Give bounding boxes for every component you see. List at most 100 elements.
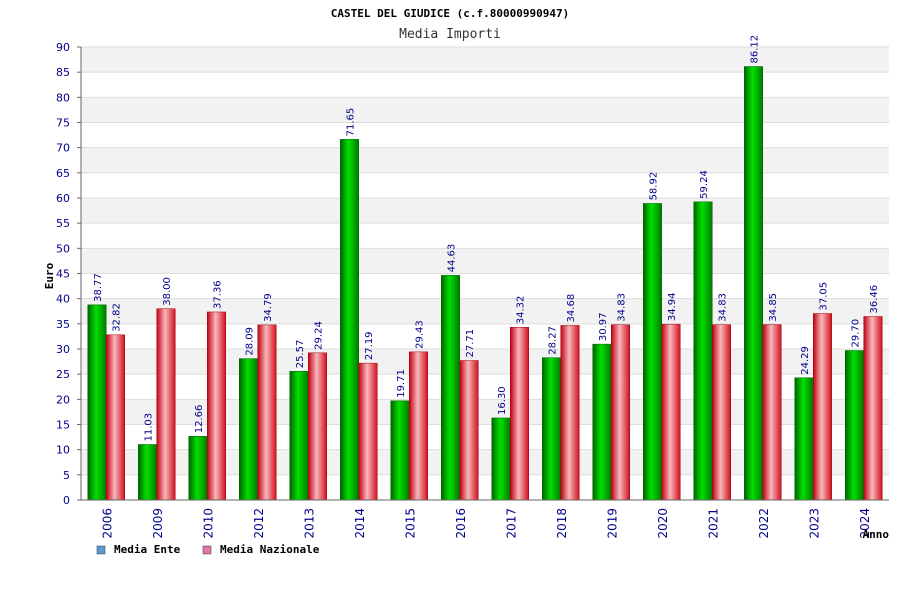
bar-media-ente-2024 [845, 350, 864, 501]
y-tick-label: 85 [56, 66, 70, 79]
x-tick-label: 2022 [757, 508, 771, 539]
y-tick-label: 75 [56, 117, 70, 130]
y-tick-label: 15 [56, 419, 70, 432]
value-label-media-nazionale-2019: 34.83 [617, 293, 628, 322]
bar-media-nazionale-2023 [813, 313, 832, 501]
chart-subtitle: Media Importi [399, 27, 501, 42]
value-label-media-nazionale-2009: 38.00 [162, 277, 173, 306]
grid-band [81, 97, 889, 123]
value-label-media-nazionale-2024: 36.46 [869, 285, 880, 314]
legend-label-media-ente: Media Ente [114, 543, 181, 556]
value-label-media-nazionale-2010: 37.36 [213, 280, 224, 309]
value-label-media-ente-2021: 59.24 [699, 170, 710, 199]
x-tick-label: 2013 [302, 508, 316, 539]
y-tick-label: 65 [56, 167, 70, 180]
y-tick-label: 30 [56, 343, 70, 356]
x-tick-label: 2010 [201, 508, 215, 539]
value-label-media-nazionale-2013: 29.24 [314, 321, 325, 350]
bar-media-nazionale-2024 [863, 316, 883, 501]
x-tick-label: 2018 [555, 508, 569, 539]
y-tick-label: 20 [56, 393, 70, 406]
bar-media-nazionale-2009 [156, 308, 176, 501]
value-label-media-ente-2006: 38.77 [93, 273, 104, 302]
value-label-media-ente-2016: 44.63 [447, 244, 458, 273]
value-label-media-nazionale-2015: 29.43 [415, 320, 426, 349]
bars-group [87, 66, 883, 501]
y-tick-label: 80 [56, 91, 70, 104]
y-tick-label: 5 [63, 469, 70, 482]
value-label-media-nazionale-2016: 27.71 [465, 329, 476, 358]
value-label-media-ente-2009: 11.03 [144, 413, 155, 442]
bar-media-nazionale-2016 [459, 360, 479, 501]
bar-media-ente-2015 [390, 400, 410, 501]
bar-media-ente-2022 [744, 66, 763, 501]
legend-swatch-media-ente [96, 545, 106, 555]
x-tick-label: 2006 [100, 508, 114, 539]
y-axis-label: Euro [43, 262, 56, 289]
y-tick-label: 45 [56, 268, 70, 281]
value-label-media-ente-2012: 28.09 [245, 327, 256, 356]
bar-media-nazionale-2013 [308, 352, 327, 501]
value-label-media-nazionale-2012: 34.79 [263, 293, 274, 322]
bar-media-ente-2014 [340, 139, 359, 501]
y-tick-label: 70 [56, 142, 70, 155]
x-tick-label: 2024 [858, 508, 872, 539]
bar-media-nazionale-2012 [257, 324, 277, 501]
x-tick-label: 2017 [504, 508, 518, 539]
bar-media-nazionale-2019 [611, 324, 630, 501]
y-tick-label: 40 [56, 293, 70, 306]
value-label-media-nazionale-2017: 34.32 [516, 296, 527, 325]
value-label-media-nazionale-2021: 34.83 [718, 293, 729, 322]
y-tick-label: 90 [56, 41, 70, 54]
value-label-media-nazionale-2018: 34.68 [566, 294, 577, 323]
value-label-media-ente-2019: 30.97 [598, 312, 609, 341]
bar-media-ente-2020 [643, 203, 662, 501]
axes [77, 46, 889, 501]
chart-title: CASTEL DEL GIUDICE (c.f.80000990947) [331, 7, 569, 20]
bar-media-nazionale-2006 [106, 334, 125, 501]
y-tick-label: 55 [56, 217, 70, 230]
value-label-media-nazionale-2020: 34.94 [667, 292, 678, 321]
bar-media-ente-2021 [693, 201, 713, 501]
x-tick-label: 2012 [252, 508, 266, 539]
y-tick-label: 35 [56, 318, 70, 331]
x-tick-label: 2019 [605, 508, 619, 539]
bar-media-ente-2023 [794, 377, 814, 501]
x-tick-label: 2016 [454, 508, 468, 539]
x-tick-label: 2020 [656, 508, 670, 539]
x-tick-label: 2009 [151, 508, 165, 539]
y-tick-labels: 0 5 10 15 20 25 30 35 40 45 50 55 60 65 70 75 80 85 90 [56, 41, 70, 507]
bar-media-ente-2012 [239, 358, 258, 501]
x-tick-label: 2014 [353, 508, 367, 539]
value-label-media-nazionale-2006: 32.82 [112, 303, 123, 332]
value-label-media-ente-2024: 29.70 [851, 319, 862, 348]
bar-media-ente-2009 [138, 444, 157, 501]
bar-media-nazionale-2017 [510, 327, 529, 501]
bar-media-nazionale-2020 [661, 323, 681, 501]
bar-media-ente-2019 [592, 343, 612, 501]
value-label-media-ente-2014: 71.65 [346, 108, 357, 137]
bar-media-nazionale-2022 [762, 324, 782, 501]
grid-band [81, 147, 889, 173]
bar-media-ente-2010 [188, 436, 208, 501]
value-label-media-nazionale-2014: 27.19 [364, 332, 375, 361]
grid-band [81, 198, 889, 224]
y-tick-label: 60 [56, 192, 70, 205]
value-label-media-ente-2015: 19.71 [396, 369, 407, 398]
bar-media-ente-2016 [441, 275, 460, 501]
bar-media-nazionale-2014 [358, 362, 378, 501]
value-labels-group: 38.77 32.82 11.03 38.00 12.66 37.36 28.09 34.79… [93, 35, 880, 442]
legend-swatch-media-nazionale [202, 545, 212, 555]
y-tick-label: 50 [56, 242, 70, 255]
value-label-media-nazionale-2022: 34.85 [768, 293, 779, 322]
x-axis-label: Anno [863, 528, 890, 541]
value-label-media-nazionale-2023: 37.05 [819, 282, 830, 311]
bar-media-nazionale-2010 [207, 311, 226, 501]
bar-media-ente-2018 [542, 357, 561, 501]
y-tick-label: 10 [56, 444, 70, 457]
y-tick-label: 0 [63, 494, 70, 507]
bar-media-ente-2006 [87, 304, 107, 501]
value-label-media-ente-2023: 24.29 [800, 346, 811, 375]
